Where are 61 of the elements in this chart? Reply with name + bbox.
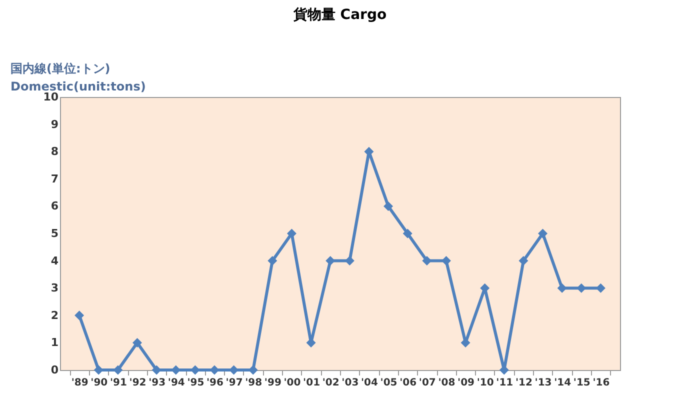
- y-tick-label: 5: [50, 227, 58, 240]
- x-tick-label: '01: [303, 378, 320, 388]
- x-tick-label: '02: [322, 378, 340, 388]
- point: [402, 228, 412, 238]
- point: [268, 256, 278, 266]
- point: [286, 228, 296, 238]
- y-tick-label: 6: [50, 200, 59, 213]
- point: [344, 256, 354, 266]
- x-tick-label: '07: [418, 378, 436, 388]
- x-tick-label: '00: [284, 378, 301, 388]
- point: [74, 310, 84, 320]
- x-tick-label: '89: [71, 378, 88, 388]
- point: [152, 365, 162, 375]
- point: [113, 365, 123, 375]
- point: [384, 201, 394, 211]
- point: [422, 256, 432, 266]
- x-tick-label: '03: [342, 378, 359, 388]
- point: [557, 283, 567, 293]
- x-tick-label: '15: [573, 378, 590, 388]
- x-tick-label: '98: [245, 378, 262, 388]
- point: [94, 365, 104, 375]
- y-tick-label: 8: [50, 145, 58, 158]
- point: [248, 365, 258, 375]
- y-tick-label: 1: [50, 336, 58, 350]
- point: [441, 256, 451, 266]
- chart-title: 貨物量 Cargo: [292, 7, 387, 23]
- y-tick-label: 7: [50, 172, 58, 186]
- x-tick-label: '14: [554, 378, 572, 388]
- y-tick-label: 10: [43, 90, 59, 104]
- point: [538, 228, 548, 238]
- x-tick-label: '94: [168, 378, 185, 388]
- x-tick-label: '97: [226, 378, 243, 388]
- x-tick-label: '12: [515, 378, 532, 388]
- x-tick-label: '04: [360, 378, 378, 388]
- x-tick-label: '06: [400, 378, 417, 388]
- x-tick-label: '92: [129, 378, 146, 388]
- y-tick-label: 2: [50, 308, 58, 322]
- y-tick-label: 9: [50, 118, 58, 131]
- point: [576, 283, 586, 293]
- y-tick-label: 4: [50, 254, 59, 268]
- y-tick-label: 3: [50, 282, 58, 295]
- x-tick-label: '90: [90, 378, 108, 388]
- x-tick-label: '08: [438, 378, 456, 388]
- point: [210, 365, 220, 375]
- point: [132, 338, 142, 348]
- x-tick-label: '99: [264, 378, 282, 388]
- y-axis-title: 国内線(単位:トン) Domestic(unit:tons): [10, 62, 146, 94]
- x-tick-label: '95: [187, 378, 204, 388]
- x-tick-label: '05: [380, 378, 398, 388]
- point: [518, 256, 528, 266]
- point: [326, 256, 336, 266]
- x-tick-label: '93: [148, 378, 166, 388]
- x-tick-label: '11: [496, 378, 514, 388]
- x-tick-label: '91: [110, 378, 127, 388]
- point: [596, 283, 606, 293]
- x-tick-label: '16: [592, 378, 610, 388]
- x-tick-label: '13: [534, 378, 552, 388]
- x-tick-label: '09: [458, 378, 475, 388]
- y-tick-label: 0: [50, 364, 59, 376]
- x-tick-label: '10: [476, 378, 494, 388]
- x-tick-label: '96: [206, 378, 224, 388]
